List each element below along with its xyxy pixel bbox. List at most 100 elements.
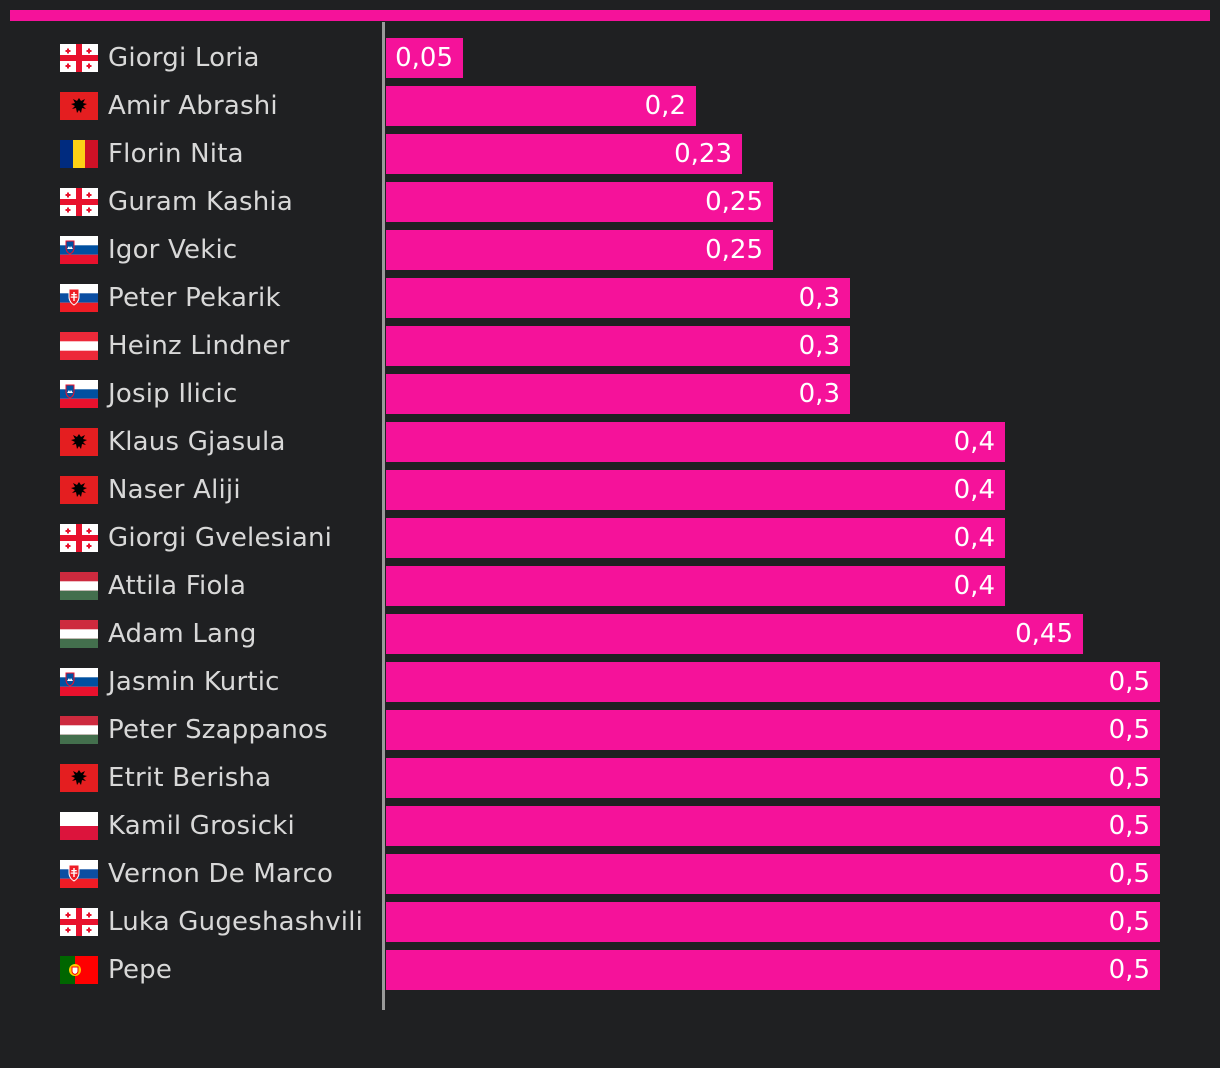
bar: 0,5	[386, 662, 1160, 702]
data-label: 0,5	[1108, 907, 1150, 937]
chart-row: Pepe 0,5	[0, 950, 1220, 990]
category-label: Josip Ilicic	[108, 379, 238, 409]
poland-flag-icon	[60, 812, 98, 840]
bar: 0,5	[386, 710, 1160, 750]
bar: 0,4	[386, 566, 1005, 606]
bar: 0,5	[386, 806, 1160, 846]
data-label: 0,5	[1108, 859, 1150, 889]
data-label: 0,3	[798, 379, 840, 409]
chart-row: Adam Lang 0,45	[0, 614, 1220, 654]
bar: 0,05	[386, 38, 463, 78]
category-label: Giorgi Gvelesiani	[108, 523, 333, 553]
bar: 0,23	[386, 134, 742, 174]
chart-row: Jasmin Kurtic 0,5	[0, 662, 1220, 702]
category-label: Kamil Grosicki	[108, 811, 295, 841]
category-label: Naser Aliji	[108, 475, 241, 505]
chart-row: Etrit Berisha 0,5	[0, 758, 1220, 798]
data-label: 0,4	[953, 571, 995, 601]
category-label: Giorgi Loria	[108, 43, 260, 73]
data-label: 0,5	[1108, 955, 1150, 985]
data-label: 0,3	[798, 283, 840, 313]
chart-row: Guram Kashia 0,25	[0, 182, 1220, 222]
hungary-flag-icon	[60, 572, 98, 600]
hungary-flag-icon	[60, 716, 98, 744]
chart-row: Josip Ilicic 0,3	[0, 374, 1220, 414]
category-label: Adam Lang	[108, 619, 257, 649]
bar: 0,5	[386, 758, 1160, 798]
georgia-flag-icon	[60, 44, 98, 72]
slovakia-flag-icon	[60, 860, 98, 888]
austria-flag-icon	[60, 332, 98, 360]
category-label: Amir Abrashi	[108, 91, 278, 121]
category-label: Guram Kashia	[108, 187, 293, 217]
bar: 0,5	[386, 902, 1160, 942]
data-label: 0,5	[1108, 715, 1150, 745]
category-label: Florin Nita	[108, 139, 244, 169]
slovakia-flag-icon	[60, 284, 98, 312]
chart-row: Giorgi Gvelesiani 0,4	[0, 518, 1220, 558]
chart-row: Kamil Grosicki 0,5	[0, 806, 1220, 846]
chart-row: Igor Vekic 0,25	[0, 230, 1220, 270]
data-label: 0,5	[1108, 667, 1150, 697]
slovenia-flag-icon	[60, 236, 98, 264]
chart-row: Amir Abrashi 0,2	[0, 86, 1220, 126]
chart-row: Luka Gugeshashvili 0,5	[0, 902, 1220, 942]
data-label: 0,5	[1108, 811, 1150, 841]
bar: 0,5	[386, 854, 1160, 894]
chart-row: Klaus Gjasula 0,4	[0, 422, 1220, 462]
category-label: Vernon De Marco	[108, 859, 334, 889]
bar: 0,25	[386, 230, 773, 270]
slovenia-flag-icon	[60, 668, 98, 696]
bar: 0,25	[386, 182, 773, 222]
hungary-flag-icon	[60, 620, 98, 648]
bar: 0,45	[386, 614, 1083, 654]
albania-flag-icon	[60, 476, 98, 504]
georgia-flag-icon	[60, 188, 98, 216]
category-label: Heinz Lindner	[108, 331, 290, 361]
data-label: 0,5	[1108, 763, 1150, 793]
chart-row: Heinz Lindner 0,3	[0, 326, 1220, 366]
data-label: 0,25	[705, 187, 763, 217]
data-label: 0,4	[953, 475, 995, 505]
slovenia-flag-icon	[60, 380, 98, 408]
bar: 0,5	[386, 950, 1160, 990]
bar: 0,4	[386, 422, 1005, 462]
category-label: Klaus Gjasula	[108, 427, 286, 457]
bar: 0,2	[386, 86, 696, 126]
category-label: Peter Szappanos	[108, 715, 328, 745]
chart-row: Peter Pekarik 0,3	[0, 278, 1220, 318]
data-label: 0,23	[674, 139, 732, 169]
bar: 0,4	[386, 470, 1005, 510]
chart-row: Vernon De Marco 0,5	[0, 854, 1220, 894]
data-label: 0,25	[705, 235, 763, 265]
chart-row: Naser Aliji 0,4	[0, 470, 1220, 510]
albania-flag-icon	[60, 764, 98, 792]
bar: 0,3	[386, 374, 850, 414]
bar: 0,4	[386, 518, 1005, 558]
bar: 0,3	[386, 326, 850, 366]
y-axis-line	[382, 22, 385, 1010]
chart-row: Peter Szappanos 0,5	[0, 710, 1220, 750]
portugal-flag-icon	[60, 956, 98, 984]
category-label: Igor Vekic	[108, 235, 238, 265]
data-label: 0,45	[1015, 619, 1073, 649]
romania-flag-icon	[60, 140, 98, 168]
chart-row: Attila Fiola 0,4	[0, 566, 1220, 606]
data-label: 0,4	[953, 523, 995, 553]
chart-row: Florin Nita 0,23	[0, 134, 1220, 174]
top-accent-bar	[10, 10, 1210, 21]
albania-flag-icon	[60, 92, 98, 120]
georgia-flag-icon	[60, 908, 98, 936]
georgia-flag-icon	[60, 524, 98, 552]
category-label: Etrit Berisha	[108, 763, 272, 793]
category-label: Attila Fiola	[108, 571, 247, 601]
category-label: Luka Gugeshashvili	[108, 907, 364, 937]
category-label: Pepe	[108, 955, 173, 985]
data-label: 0,05	[395, 43, 453, 73]
bar: 0,3	[386, 278, 850, 318]
albania-flag-icon	[60, 428, 98, 456]
data-label: 0,4	[953, 427, 995, 457]
chart-row: Giorgi Loria 0,05	[0, 38, 1220, 78]
data-label: 0,3	[798, 331, 840, 361]
